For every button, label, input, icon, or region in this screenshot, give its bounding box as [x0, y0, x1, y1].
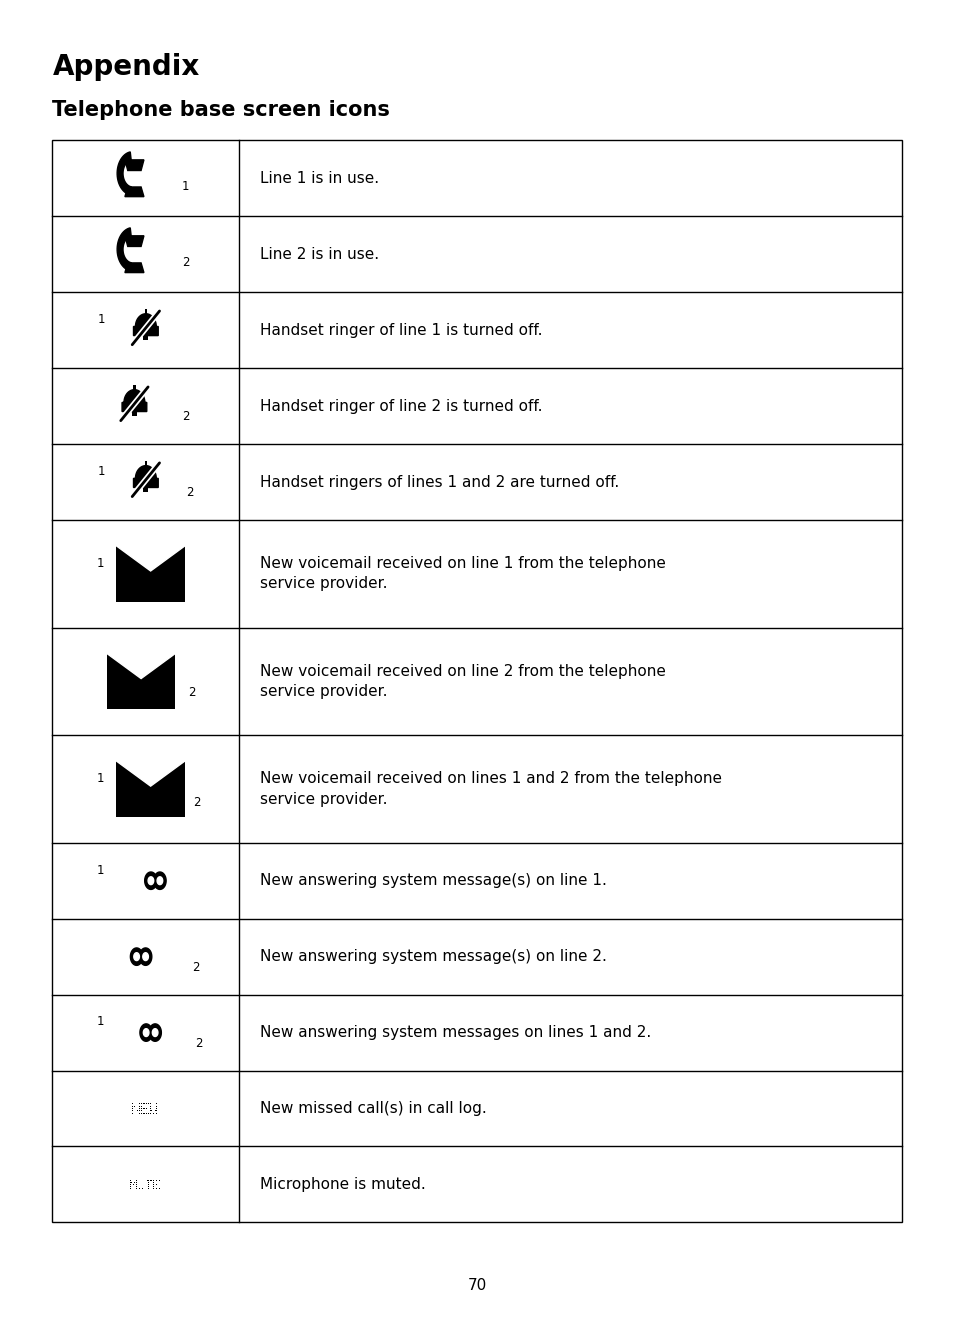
- Polygon shape: [133, 314, 158, 335]
- Polygon shape: [149, 1023, 161, 1041]
- Bar: [143, 335, 149, 341]
- Polygon shape: [125, 187, 144, 196]
- Text: Handset ringer of line 2 is turned off.: Handset ringer of line 2 is turned off.: [260, 398, 542, 414]
- Text: 1: 1: [182, 180, 190, 192]
- Text: Appendix: Appendix: [52, 53, 199, 81]
- Text: New voicemail received on lines 1 and 2 from the telephone
service provider.: New voicemail received on lines 1 and 2 …: [260, 771, 721, 807]
- Polygon shape: [116, 546, 185, 570]
- Bar: [107, 653, 175, 709]
- Text: Line 2 is in use.: Line 2 is in use.: [260, 247, 379, 262]
- Bar: [133, 385, 135, 390]
- Text: Handset ringers of lines 1 and 2 are turned off.: Handset ringers of lines 1 and 2 are tur…: [260, 474, 618, 489]
- Polygon shape: [125, 263, 144, 273]
- Text: 2: 2: [182, 410, 190, 424]
- Text: 70: 70: [467, 1277, 486, 1293]
- Polygon shape: [139, 949, 152, 966]
- Polygon shape: [133, 953, 139, 961]
- Text: 1: 1: [96, 772, 104, 784]
- Bar: [132, 411, 137, 415]
- Polygon shape: [148, 876, 153, 884]
- Text: Telephone base screen icons: Telephone base screen icons: [52, 100, 390, 120]
- Polygon shape: [143, 1029, 149, 1037]
- Text: Microphone is muted.: Microphone is muted.: [260, 1177, 426, 1192]
- Polygon shape: [117, 152, 132, 195]
- Text: 2: 2: [182, 255, 190, 269]
- Polygon shape: [133, 466, 158, 488]
- Text: New missed call(s) in call log.: New missed call(s) in call log.: [260, 1101, 486, 1116]
- Text: New answering system messages on lines 1 and 2.: New answering system messages on lines 1…: [260, 1025, 651, 1041]
- Bar: [145, 461, 147, 466]
- Polygon shape: [140, 1023, 152, 1041]
- Text: 1: 1: [98, 465, 106, 478]
- Text: Line 1 is in use.: Line 1 is in use.: [260, 171, 379, 186]
- Text: 2: 2: [192, 961, 199, 974]
- Text: 1: 1: [98, 313, 106, 326]
- Text: Handset ringer of line 1 is turned off.: Handset ringer of line 1 is turned off.: [260, 322, 542, 338]
- Polygon shape: [153, 872, 166, 890]
- Polygon shape: [125, 160, 144, 171]
- Bar: [143, 488, 149, 492]
- Polygon shape: [145, 872, 157, 890]
- Polygon shape: [107, 653, 175, 679]
- Text: 1: 1: [96, 1015, 104, 1029]
- Polygon shape: [122, 390, 147, 411]
- Polygon shape: [116, 762, 185, 786]
- Text: 2: 2: [188, 685, 195, 699]
- Text: 1: 1: [96, 863, 104, 876]
- Polygon shape: [131, 949, 143, 966]
- Text: 1: 1: [96, 557, 104, 569]
- Text: 2: 2: [195, 1037, 203, 1050]
- Polygon shape: [125, 235, 144, 246]
- Polygon shape: [143, 953, 149, 961]
- Bar: [52, 140, 901, 1222]
- Polygon shape: [117, 228, 132, 271]
- Text: New voicemail received on line 1 from the telephone
service provider.: New voicemail received on line 1 from th…: [260, 556, 665, 592]
- Bar: [116, 762, 185, 816]
- Text: 2: 2: [186, 486, 193, 500]
- Bar: [145, 309, 147, 314]
- Polygon shape: [157, 876, 163, 884]
- Text: New voicemail received on line 2 from the telephone
service provider.: New voicemail received on line 2 from th…: [260, 664, 665, 699]
- Text: 2: 2: [193, 796, 201, 808]
- Polygon shape: [152, 1029, 158, 1037]
- Text: New answering system message(s) on line 2.: New answering system message(s) on line …: [260, 949, 606, 965]
- Text: New answering system message(s) on line 1.: New answering system message(s) on line …: [260, 874, 606, 888]
- Bar: [116, 546, 185, 601]
